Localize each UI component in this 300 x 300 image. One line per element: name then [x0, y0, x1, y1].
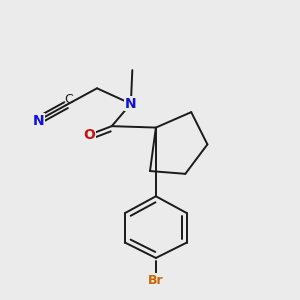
Text: N: N	[32, 114, 44, 128]
Text: O: O	[84, 128, 96, 142]
Text: C: C	[65, 93, 74, 106]
Text: Br: Br	[148, 274, 164, 287]
Text: N: N	[125, 97, 137, 111]
